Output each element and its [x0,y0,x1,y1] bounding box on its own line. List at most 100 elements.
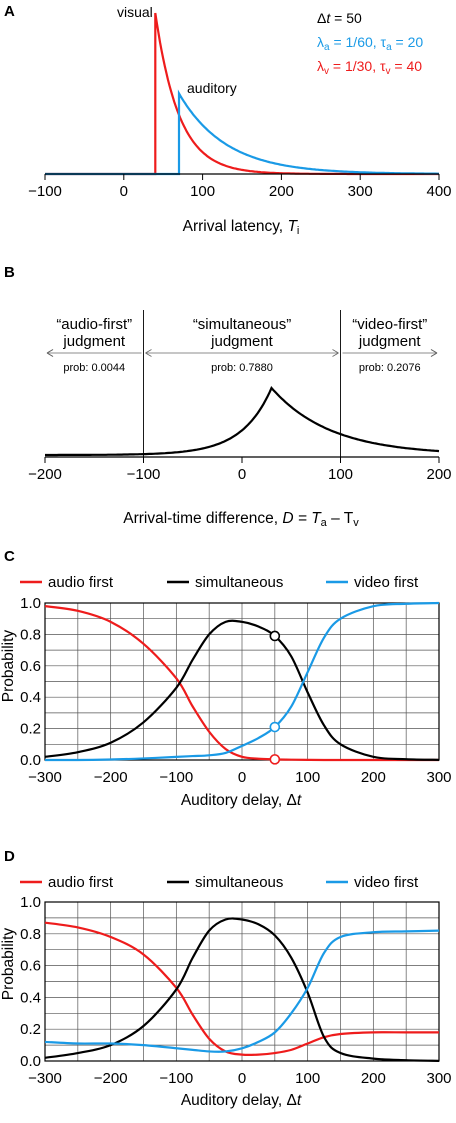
panel-d-label: D [4,848,15,865]
panel-d-y-label: Probability [0,928,17,1001]
prob-curve-audio-first [44,921,440,1057]
panel-c-grid [44,602,440,761]
annotation-delta-t: Δt = 50 [317,10,362,26]
x-tick-label: −300 [28,1070,62,1087]
legend-label: audio first [48,874,114,891]
panel-d-curves [44,917,440,1062]
x-tick-label: 400 [426,183,451,200]
arrowhead-right [332,349,339,357]
x-tick-label: −100 [28,183,62,200]
panel-d-ticks: −300 −200 −100 0 100 200 300 0.0 0.2 0.4 0.6 0.8 1.0 [20,894,451,1087]
x-tick-label: −100 [127,466,161,483]
plot-frame [44,901,440,1062]
panel-c-ticks: −300 −200 −100 0 100 200 300 0.0 0.2 0.4 0.6 0.8 1.0 [20,595,451,786]
panel-b-curve [45,386,440,457]
y-tick-label: 0.4 [20,989,41,1006]
y-tick-label: 1.0 [20,595,41,612]
panel-c-curves [44,601,440,762]
panel-a-label: A [4,3,15,20]
panel-d-grid [44,901,440,1062]
prob-curve-video-first [44,601,440,762]
panel-b-x-label: Arrival-time difference, D = Ta – Tv [123,510,359,529]
panel-a: A −100 0 100 200 300 400 visual auditory Δt =… [4,3,452,237]
x-tick-label: 0 [238,466,246,483]
prob-curve-simultaneous [44,917,440,1062]
prob-curve-audio-first [44,605,439,762]
x-tick-label: 100 [328,466,353,483]
panel-b-label: B [4,264,15,281]
legend-label: simultaneous [195,574,283,591]
legend-label: video first [354,574,419,591]
panel-d-legend: audio first simultaneous video first [20,874,419,891]
panel-b-boundaries [143,310,341,457]
series-label-auditory: auditory [187,80,237,96]
marker-audio-first [269,754,281,765]
panel-a-x-ticks: −100 0 100 200 300 400 [28,174,452,200]
series-label-visual: visual [117,4,153,20]
x-tick-label: 100 [295,769,320,786]
annotation-auditory-params: λa = 1/60, τa = 20 [317,34,423,53]
panel-a-x-label: Arrival latency, Ti [183,218,300,237]
panel-c-y-label: Probability [0,630,17,703]
y-tick-label: 0.2 [20,1021,41,1038]
panel-c: C audio first simultaneous video first −30… [0,548,452,809]
panel-c-label: C [4,548,15,565]
x-tick-label: 300 [426,769,451,786]
x-tick-label: 300 [348,183,373,200]
marker-video-first [269,721,281,733]
difference-density-curve [45,386,440,457]
region-label: “audio-first” [56,316,132,333]
region-label-judgment: judgment [210,333,274,350]
x-tick-label: 200 [361,769,386,786]
y-tick-label: 0.4 [20,689,41,706]
region-label: “video-first” [352,316,427,333]
annotation-visual-params: λv = 1/30, τv = 40 [317,58,422,77]
x-tick-label: 200 [361,1070,386,1087]
x-tick-label: −200 [28,466,62,483]
legend-label: video first [354,874,419,891]
region-label-judgment: judgment [62,333,126,350]
legend-label: audio first [48,574,114,591]
x-tick-label: −200 [94,769,128,786]
marker-simultaneous [269,630,281,642]
region-label: “simultaneous” [193,316,291,333]
arrowhead-left [145,349,152,357]
panel-d: D audio first simultaneous video first −30… [0,848,452,1109]
region-probability: prob: 0.7880 [211,362,273,374]
y-tick-label: 0.6 [20,658,41,675]
y-tick-label: 0.2 [20,721,41,738]
x-tick-label: 100 [190,183,215,200]
panel-c-legend: audio first simultaneous video first [20,574,419,591]
x-tick-label: 200 [269,183,294,200]
x-tick-label: −200 [94,1070,128,1087]
panel-c-x-label: Auditory delay, Δt [181,792,302,809]
arrowhead-right [430,349,438,357]
density-curve-auditory [45,89,439,176]
x-tick-label: 100 [295,1070,320,1087]
prob-curve-video-first [44,929,440,1053]
x-tick-label: −100 [159,769,193,786]
x-tick-label: 0 [238,1070,246,1087]
y-tick-label: 0.8 [20,926,41,943]
x-tick-label: 0 [238,769,246,786]
panel-c-markers [269,630,281,765]
y-tick-label: 0.8 [20,626,41,643]
plot-frame [44,602,440,761]
panel-b-x-ticks: −200 −100 0 100 200 [28,457,452,483]
y-tick-label: 0.0 [20,1053,41,1070]
y-tick-label: 0.6 [20,958,41,975]
region-probability: prob: 0.0044 [63,362,125,374]
y-tick-label: 1.0 [20,894,41,911]
arrowhead-left [46,349,54,357]
region-label-judgment: judgment [358,333,422,350]
x-tick-label: 0 [120,183,128,200]
legend-label: simultaneous [195,874,283,891]
x-tick-label: −100 [159,1070,193,1087]
panel-d-x-label: Auditory delay, Δt [181,1092,302,1109]
region-probability: prob: 0.2076 [359,362,421,374]
x-tick-label: 300 [426,1070,451,1087]
prob-curve-simultaneous [44,619,440,761]
x-tick-label: 200 [426,466,451,483]
